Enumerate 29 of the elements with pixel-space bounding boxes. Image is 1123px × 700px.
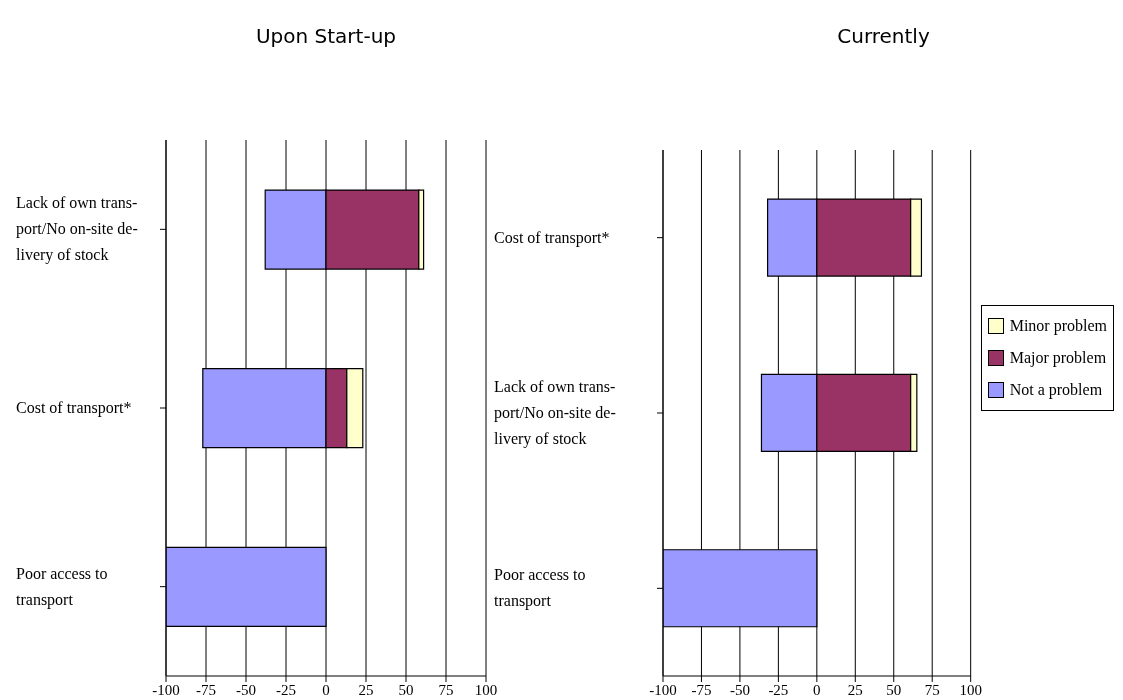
x-tick-label: -25 bbox=[276, 681, 296, 698]
y-tick-label: Cost of transport* bbox=[16, 399, 132, 417]
legend-label: Major problem bbox=[1008, 348, 1107, 369]
y-tick-label: Poor access to transport bbox=[494, 566, 586, 611]
x-tick-label: 25 bbox=[358, 681, 374, 698]
x-tick-label: -50 bbox=[236, 681, 256, 698]
x-tick-label: 25 bbox=[847, 681, 863, 698]
y-tick-label: Cost of transport* bbox=[494, 228, 610, 247]
y-tick-label: Lack of own trans- port/No on-site de- livery of stock bbox=[494, 378, 616, 448]
chart-title: Upon Start-up bbox=[254, 24, 398, 48]
x-tick-label: 100 bbox=[959, 681, 982, 698]
x-tick-label: -100 bbox=[649, 681, 677, 698]
x-tick-label: 0 bbox=[322, 681, 330, 698]
chart-title: Currently bbox=[836, 24, 931, 48]
x-tick-label: -75 bbox=[691, 681, 712, 698]
x-tick-label: -50 bbox=[729, 681, 750, 698]
x-tick-label: 0 bbox=[813, 681, 821, 698]
x-tick-label: 100 bbox=[474, 681, 498, 698]
x-tick-label: 75 bbox=[438, 681, 454, 698]
y-tick-label: Poor access to transport bbox=[16, 564, 108, 609]
x-tick-label: 50 bbox=[886, 681, 902, 698]
x-tick-label: 75 bbox=[924, 681, 940, 698]
legend-label: Minor problem bbox=[1008, 316, 1107, 337]
x-tick-label: -75 bbox=[196, 681, 216, 698]
x-tick-label: -100 bbox=[152, 681, 180, 698]
y-tick-label: Lack of own trans- port/No on-site de- livery of stock bbox=[16, 194, 138, 265]
x-tick-label: 50 bbox=[398, 681, 414, 698]
x-tick-label: -25 bbox=[768, 681, 789, 698]
legend-label: Not a problem bbox=[1008, 380, 1104, 401]
